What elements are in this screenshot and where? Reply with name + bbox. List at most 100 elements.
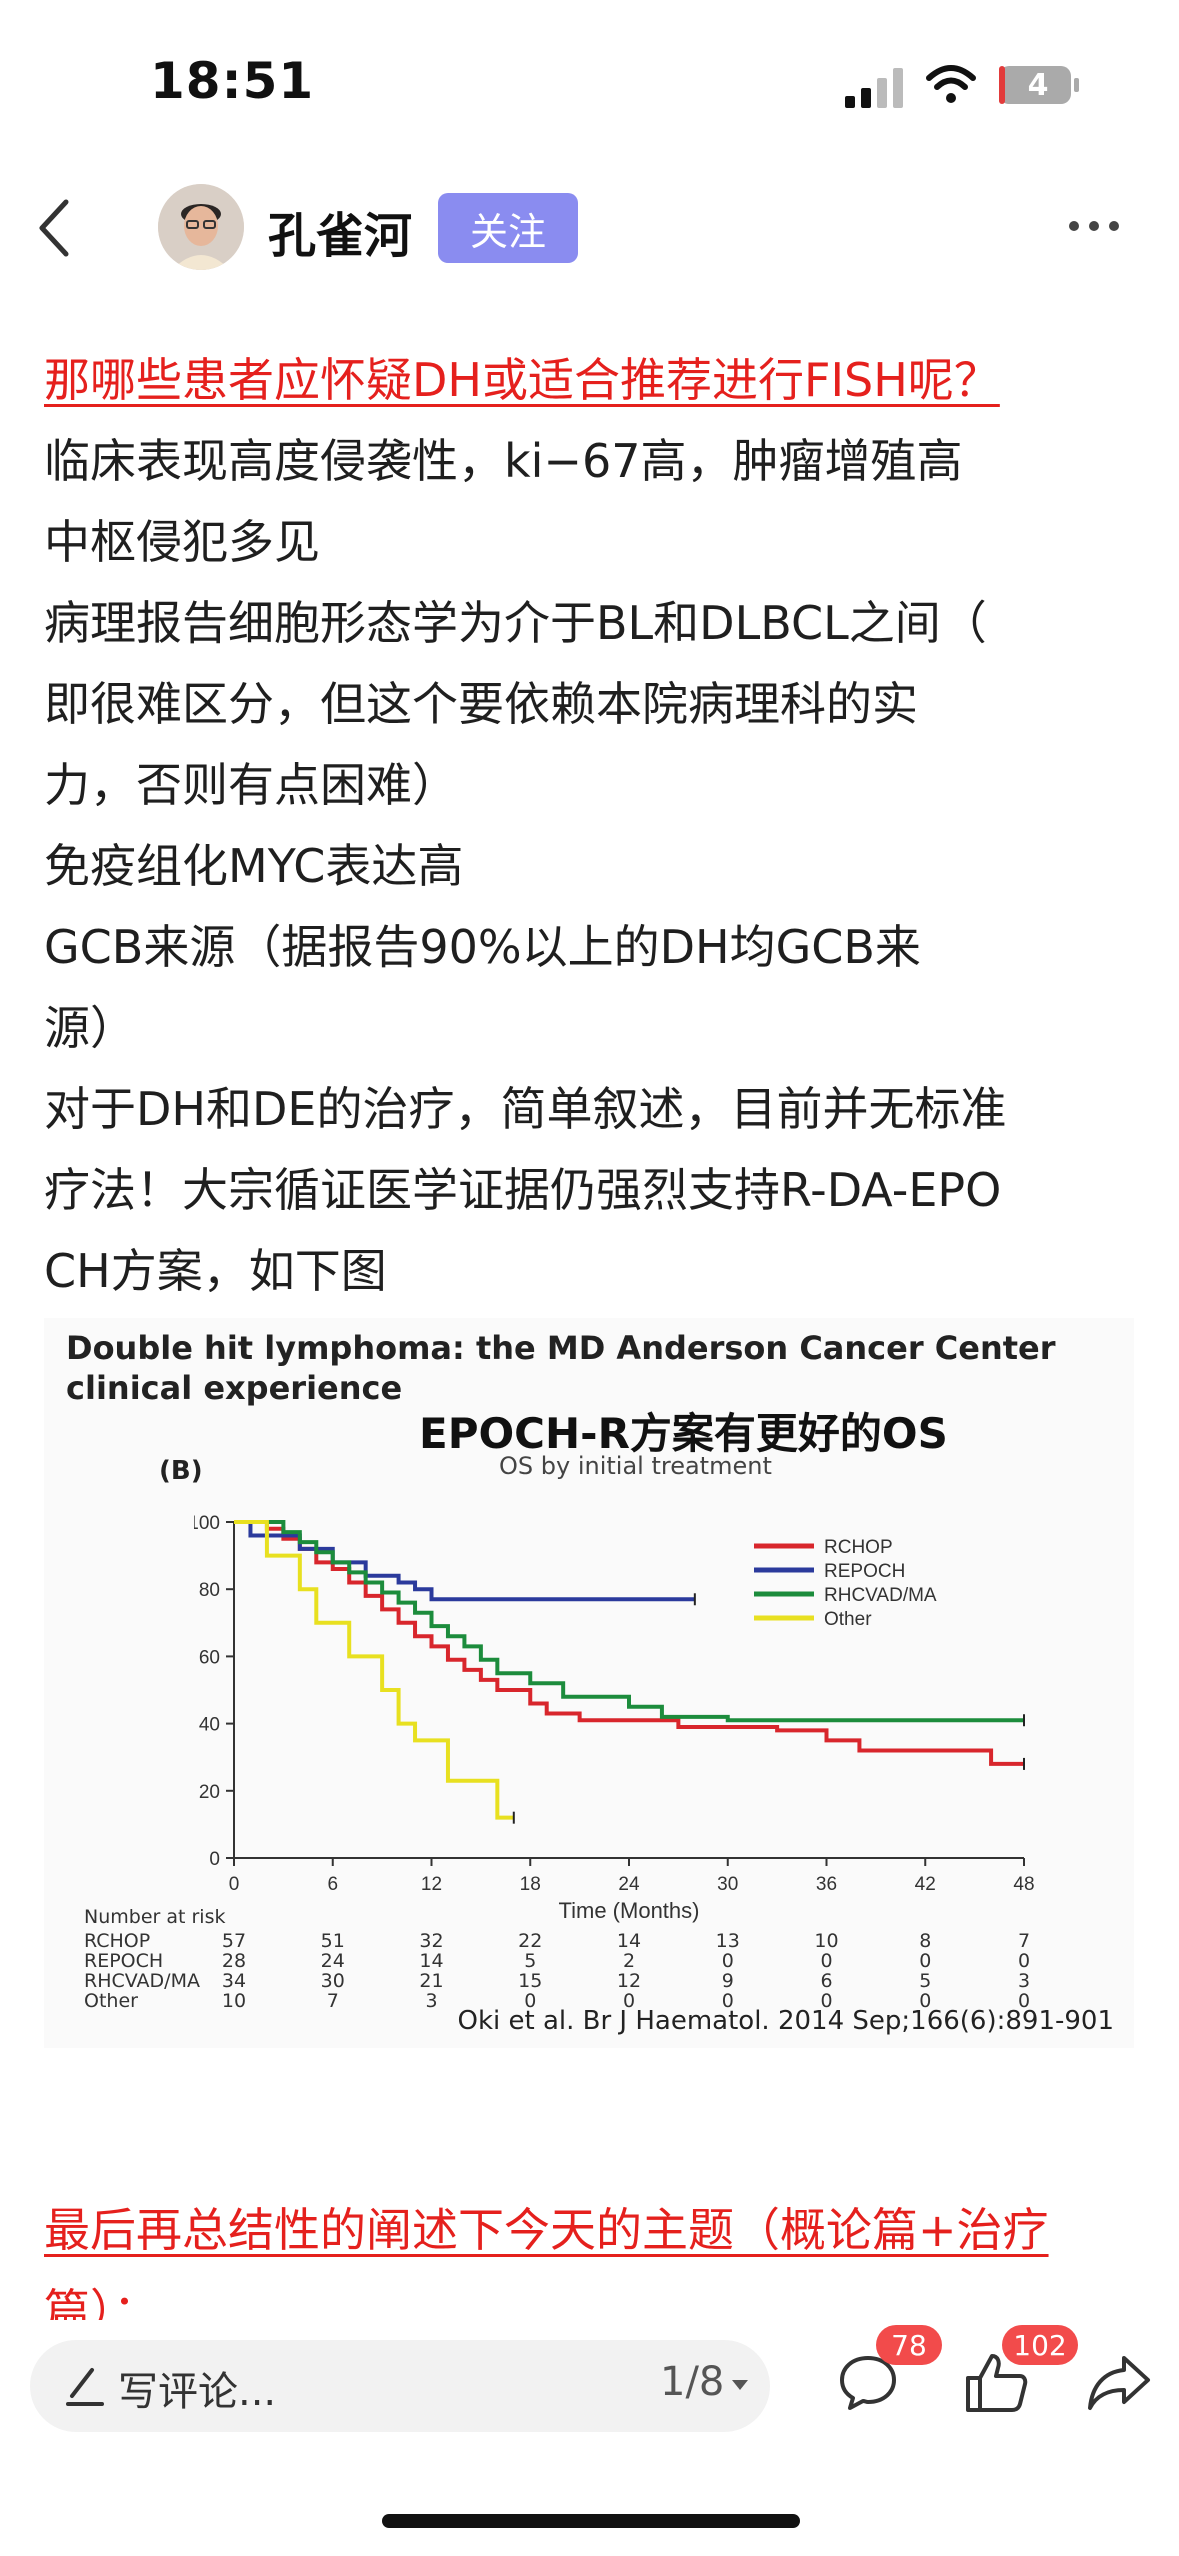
risk-cell: 21 bbox=[419, 1970, 444, 1992]
cellular-signal-icon bbox=[845, 68, 903, 108]
risk-row-label: RHCVAD/MA bbox=[84, 1970, 200, 1992]
share-arrow-icon[interactable] bbox=[1084, 2352, 1154, 2412]
risk-row-label: Other bbox=[84, 1990, 138, 2012]
series-line-rchop bbox=[234, 1520, 1024, 1766]
risk-cell: 7 bbox=[1017, 1930, 1031, 1952]
author-avatar[interactable] bbox=[158, 184, 244, 270]
legend-label: Other bbox=[824, 1609, 872, 1630]
risk-cell: 2 bbox=[622, 1950, 636, 1972]
back-chevron-icon[interactable] bbox=[34, 198, 74, 258]
battery-level: 4 bbox=[1027, 67, 1049, 103]
risk-cell: 34 bbox=[221, 1970, 247, 1992]
article-line: 源） bbox=[44, 1001, 136, 1055]
thumbs-up-icon[interactable] bbox=[962, 2350, 1030, 2414]
figure-title: Double hit lymphoma: the MD Anderson Can… bbox=[66, 1329, 1056, 1407]
risk-cell: 10 bbox=[814, 1930, 839, 1952]
risk-cell: 7 bbox=[326, 1990, 339, 2012]
risk-cell: 57 bbox=[221, 1930, 247, 1952]
km-chart: 0 20 40 60 80 100 0 6 12 18 24 30 36 42 48 Time (Months… bbox=[194, 1513, 1035, 1923]
x-tick-label: 24 bbox=[618, 1874, 640, 1895]
risk-cell: 28 bbox=[221, 1950, 247, 1972]
risk-cell: 12 bbox=[616, 1970, 642, 1992]
more-options-icon[interactable] bbox=[1066, 214, 1122, 238]
battery-icon bbox=[999, 66, 1079, 104]
status-time: 18:51 bbox=[150, 52, 315, 110]
risk-cell: 8 bbox=[919, 1930, 932, 1952]
risk-cell: 0 bbox=[820, 1950, 833, 1972]
x-tick-label: 12 bbox=[421, 1874, 442, 1895]
comment-count-badge: 78 bbox=[876, 2325, 942, 2365]
section2-heading: 最后再总结性的阐述下今天的主题（概论篇+治疗篇）： bbox=[44, 2203, 1049, 2320]
risk-cell: 14 bbox=[616, 1930, 642, 1952]
x-tick-label: 6 bbox=[327, 1874, 338, 1895]
follow-button[interactable]: 关注 bbox=[438, 193, 578, 263]
risk-cell: 9 bbox=[721, 1970, 734, 1992]
figure-subtitle: OS by initial treatment bbox=[499, 1452, 772, 1480]
comment-icon[interactable] bbox=[836, 2350, 900, 2414]
risk-row-label: RCHOP bbox=[84, 1930, 151, 1952]
risk-cell: 15 bbox=[518, 1970, 543, 1992]
wifi-icon bbox=[926, 65, 976, 103]
risk-cell: 0 bbox=[721, 1990, 734, 2012]
section-heading: 最后再总结性的阐述下今天的主题（概论篇+治疗篇）： bbox=[44, 2190, 1144, 2320]
risk-cell: 0 bbox=[721, 1950, 734, 1972]
y-tick-label: 100 bbox=[194, 1513, 220, 1534]
survival-figure[interactable]: Double hit lymphoma: the MD Anderson Can… bbox=[44, 1318, 1134, 2048]
risk-cell: 3 bbox=[1017, 1970, 1031, 1992]
figure-overlay-title: EPOCH-R方案有更好的OS bbox=[419, 1409, 948, 1458]
x-tick-label: 48 bbox=[1013, 1874, 1034, 1895]
article-line: 力，否则有点困难） bbox=[44, 758, 458, 812]
risk-cell: 30 bbox=[320, 1970, 345, 1992]
risk-cell: 0 bbox=[919, 1950, 932, 1972]
risk-cell: 5 bbox=[524, 1950, 537, 1972]
risk-cell: 6 bbox=[820, 1970, 833, 1992]
article-line: 中枢侵犯多见 bbox=[44, 515, 320, 569]
author-name[interactable]: 孔雀河 bbox=[268, 208, 413, 264]
legend-label: RCHOP bbox=[824, 1537, 893, 1558]
risk-table-header: Number at risk bbox=[84, 1906, 226, 1928]
y-tick-label: 20 bbox=[199, 1782, 220, 1803]
risk-cell: 5 bbox=[919, 1970, 932, 1992]
series-line-rhcvadma bbox=[234, 1520, 1024, 1723]
caret-down-icon[interactable] bbox=[730, 2378, 750, 2392]
risk-cell: 0 bbox=[820, 1990, 833, 2012]
risk-cell: 14 bbox=[419, 1950, 444, 1972]
x-tick-label: 42 bbox=[915, 1874, 936, 1895]
article-line: 即很难区分，但这个要依赖本院病理科的实 bbox=[44, 677, 918, 731]
article-line: 临床表现高度侵袭性，ki−67高，肿瘤增殖高 bbox=[44, 434, 963, 488]
risk-row-label: REPOCH bbox=[84, 1950, 164, 1972]
y-tick-label: 0 bbox=[209, 1849, 220, 1870]
risk-cell: 0 bbox=[524, 1990, 537, 2012]
risk-cell: 13 bbox=[715, 1930, 740, 1952]
comment-placeholder[interactable]: 写评论... bbox=[118, 2369, 277, 2415]
legend-label: RHCVAD/MA bbox=[824, 1585, 937, 1606]
article-line: 免疫组化MYC表达高 bbox=[44, 839, 464, 893]
pencil-icon bbox=[66, 2368, 104, 2406]
risk-cell: 51 bbox=[320, 1930, 345, 1952]
y-tick-label: 60 bbox=[199, 1647, 220, 1668]
x-tick-label: 36 bbox=[816, 1874, 837, 1895]
risk-cell: 24 bbox=[320, 1950, 345, 1972]
citation: Oki et al. Br J Haematol. 2014 Sep;166(6… bbox=[457, 2006, 1114, 2036]
article-line: 病理报告细胞形态学为介于BL和DLBCL之间（ bbox=[44, 596, 987, 650]
risk-cell: 0 bbox=[1017, 1990, 1031, 2012]
risk-cell: 22 bbox=[518, 1930, 543, 1952]
y-tick-label: 80 bbox=[199, 1580, 220, 1601]
legend-label: REPOCH bbox=[824, 1561, 905, 1582]
risk-cell: 0 bbox=[919, 1990, 932, 2012]
article-line: CH方案，如下图 bbox=[44, 1244, 387, 1298]
risk-cell: 0 bbox=[1017, 1950, 1031, 1972]
x-tick-label: 18 bbox=[520, 1874, 541, 1895]
home-indicator bbox=[382, 2514, 800, 2528]
article-line: 疗法！大宗循证医学证据仍强烈支持R-DA-EPO bbox=[44, 1163, 1002, 1217]
comment-input[interactable] bbox=[30, 2340, 770, 2432]
series-line-repoch bbox=[234, 1520, 695, 1602]
page-indicator[interactable]: 1/8 bbox=[660, 2359, 725, 2405]
x-tick-label: 30 bbox=[717, 1874, 738, 1895]
risk-cell: 10 bbox=[221, 1990, 247, 2012]
article-line: GCB来源（据报告90%以上的DH均GCB来 bbox=[44, 920, 921, 974]
x-tick-label: 0 bbox=[229, 1874, 240, 1895]
article-line: 对于DH和DE的治疗，简单叙述，目前并无标准 bbox=[44, 1082, 1007, 1136]
x-axis-label: Time (Months) bbox=[559, 1898, 700, 1923]
article-heading: 那哪些患者应怀疑DH或适合推荐进行FISH呢？ bbox=[44, 353, 1000, 407]
